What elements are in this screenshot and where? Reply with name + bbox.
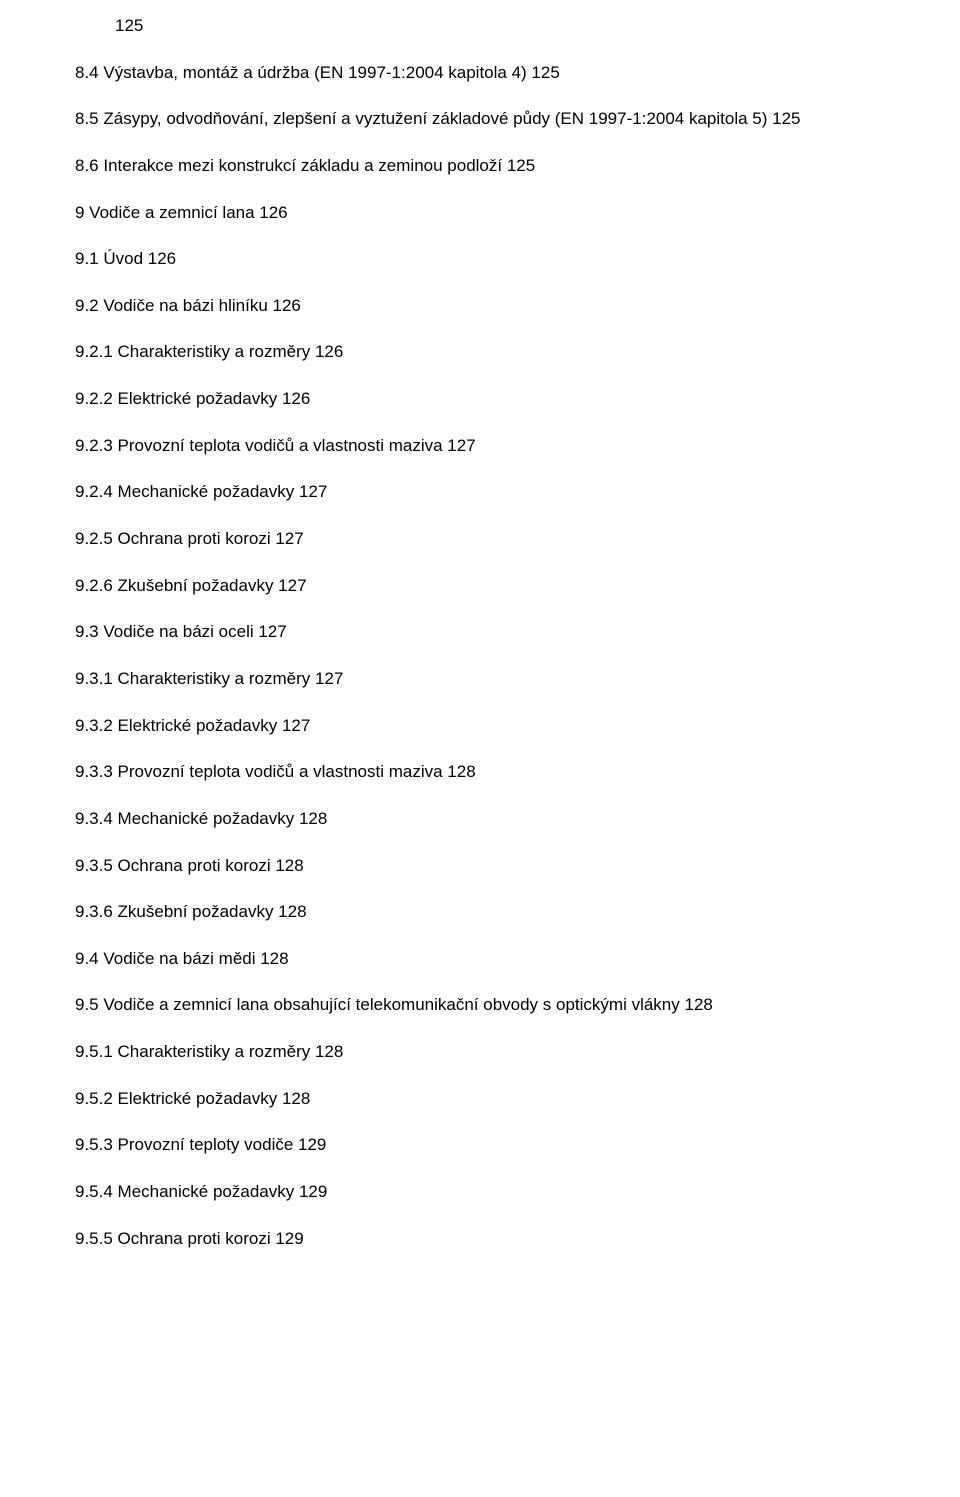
toc-entry: 9.1 Úvod 126 [75,247,885,272]
toc-entry: 9.2.1 Charakteristiky a rozměry 126 [75,340,885,365]
toc-entry: 9.3.5 Ochrana proti korozi 128 [75,854,885,879]
toc-entry: 9.2 Vodiče na bázi hliníku 126 [75,294,885,319]
toc-entry: 9.5.3 Provozní teploty vodiče 129 [75,1133,885,1158]
toc-entry: 8.5 Zásypy, odvodňování, zlepšení a vyzt… [75,107,885,132]
toc-entry: 8.4 Výstavba, montáž a údržba (EN 1997-1… [75,61,885,86]
toc-entry: 8.6 Interakce mezi konstrukcí základu a … [75,154,885,179]
toc-entry: 9.5.1 Charakteristiky a rozměry 128 [75,1040,885,1065]
toc-entry: 9.5.5 Ochrana proti korozi 129 [75,1227,885,1252]
toc-entry: 9 Vodiče a zemnicí lana 126 [75,201,885,226]
toc-entry: 9.3.1 Charakteristiky a rozměry 127 [75,667,885,692]
toc-list: 125 8.4 Výstavba, montáž a údržba (EN 199… [75,14,885,1251]
toc-entry: 9.5 Vodiče a zemnicí lana obsahující tel… [75,993,885,1018]
toc-entry: 9.4 Vodiče na bázi mědi 128 [75,947,885,972]
toc-entry: 9.2.4 Mechanické požadavky 127 [75,480,885,505]
toc-entry: 9.3 Vodiče na bázi oceli 127 [75,620,885,645]
toc-entry: 9.2.3 Provozní teplota vodičů a vlastnos… [75,434,885,459]
toc-entry: 9.2.5 Ochrana proti korozi 127 [75,527,885,552]
toc-entry: 9.3.3 Provozní teplota vodičů a vlastnos… [75,760,885,785]
toc-entry: 125 [75,14,885,39]
toc-entry: 9.5.2 Elektrické požadavky 128 [75,1087,885,1112]
toc-entry: 9.3.6 Zkušební požadavky 128 [75,900,885,925]
toc-entry: 9.2.6 Zkušební požadavky 127 [75,574,885,599]
toc-entry: 9.3.4 Mechanické požadavky 128 [75,807,885,832]
toc-entry: 9.5.4 Mechanické požadavky 129 [75,1180,885,1205]
toc-entry: 9.2.2 Elektrické požadavky 126 [75,387,885,412]
toc-entry: 9.3.2 Elektrické požadavky 127 [75,714,885,739]
